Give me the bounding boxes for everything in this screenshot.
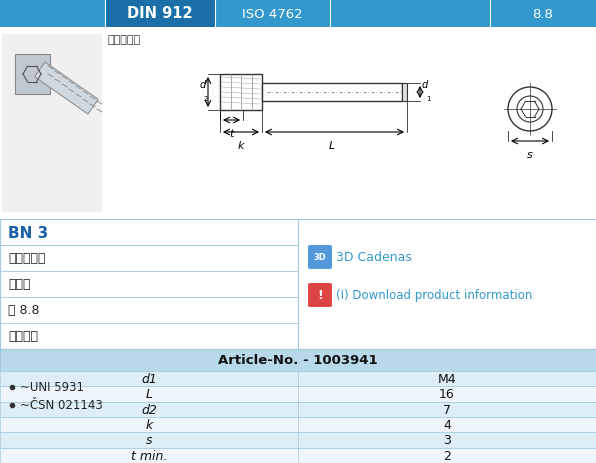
Text: s: s bbox=[527, 150, 533, 160]
Text: k: k bbox=[145, 418, 153, 431]
Bar bbox=[2, 35, 102, 213]
Bar bbox=[0, 0, 596, 28]
Bar bbox=[105, 0, 215, 28]
Text: d: d bbox=[422, 80, 429, 90]
Text: 3D: 3D bbox=[313, 253, 327, 262]
Text: 8.8: 8.8 bbox=[533, 7, 554, 20]
Text: d2: d2 bbox=[141, 403, 157, 416]
Bar bbox=[15, 55, 50, 95]
Text: BN 3: BN 3 bbox=[8, 226, 48, 241]
Text: t: t bbox=[229, 129, 234, 139]
Text: M4: M4 bbox=[437, 372, 457, 385]
Text: !: ! bbox=[317, 289, 323, 302]
Text: d1: d1 bbox=[141, 372, 157, 385]
Bar bbox=[0, 432, 596, 448]
Text: ~UNI 5931: ~UNI 5931 bbox=[20, 381, 84, 394]
Bar bbox=[262, 84, 402, 102]
Bar bbox=[220, 75, 262, 111]
Text: 钢 8.8: 钢 8.8 bbox=[8, 304, 39, 317]
Bar bbox=[298, 219, 596, 349]
Text: 4: 4 bbox=[443, 418, 451, 431]
Text: 圆柱头螺钉: 圆柱头螺钉 bbox=[8, 252, 45, 265]
Bar bbox=[0, 219, 298, 349]
Bar bbox=[35, 63, 98, 115]
Text: DIN 912: DIN 912 bbox=[127, 6, 193, 21]
Bar bbox=[0, 448, 596, 463]
Bar bbox=[0, 387, 596, 402]
Bar bbox=[0, 417, 596, 432]
Text: k: k bbox=[238, 141, 244, 150]
FancyBboxPatch shape bbox=[308, 245, 332, 269]
Text: Article-No. - 1003941: Article-No. - 1003941 bbox=[218, 354, 378, 367]
Text: 1: 1 bbox=[426, 96, 430, 102]
Text: d: d bbox=[200, 80, 206, 90]
Text: 3: 3 bbox=[443, 433, 451, 446]
Text: 蓝色镖锥: 蓝色镖锥 bbox=[8, 330, 38, 343]
Bar bbox=[0, 349, 596, 371]
Text: (I) Download product information: (I) Download product information bbox=[336, 289, 532, 302]
Text: L: L bbox=[329, 141, 335, 150]
Text: 2: 2 bbox=[443, 449, 451, 462]
Text: 标准已废止: 标准已废止 bbox=[108, 35, 141, 45]
Text: L: L bbox=[145, 388, 153, 400]
Text: s: s bbox=[146, 433, 152, 446]
Bar bbox=[402, 84, 407, 102]
Text: 16: 16 bbox=[439, 388, 455, 400]
Text: 全螺纹: 全螺纹 bbox=[8, 278, 30, 291]
Text: 2: 2 bbox=[204, 96, 208, 102]
Text: ~ČSN 021143: ~ČSN 021143 bbox=[20, 399, 103, 412]
FancyBboxPatch shape bbox=[308, 283, 332, 307]
Bar bbox=[0, 402, 596, 417]
Text: 3D Cadenas: 3D Cadenas bbox=[336, 251, 412, 264]
Text: 7: 7 bbox=[443, 403, 451, 416]
Bar bbox=[0, 0, 105, 28]
Text: t min.: t min. bbox=[131, 449, 167, 462]
Text: ISO 4762: ISO 4762 bbox=[242, 7, 302, 20]
Bar bbox=[0, 371, 596, 387]
